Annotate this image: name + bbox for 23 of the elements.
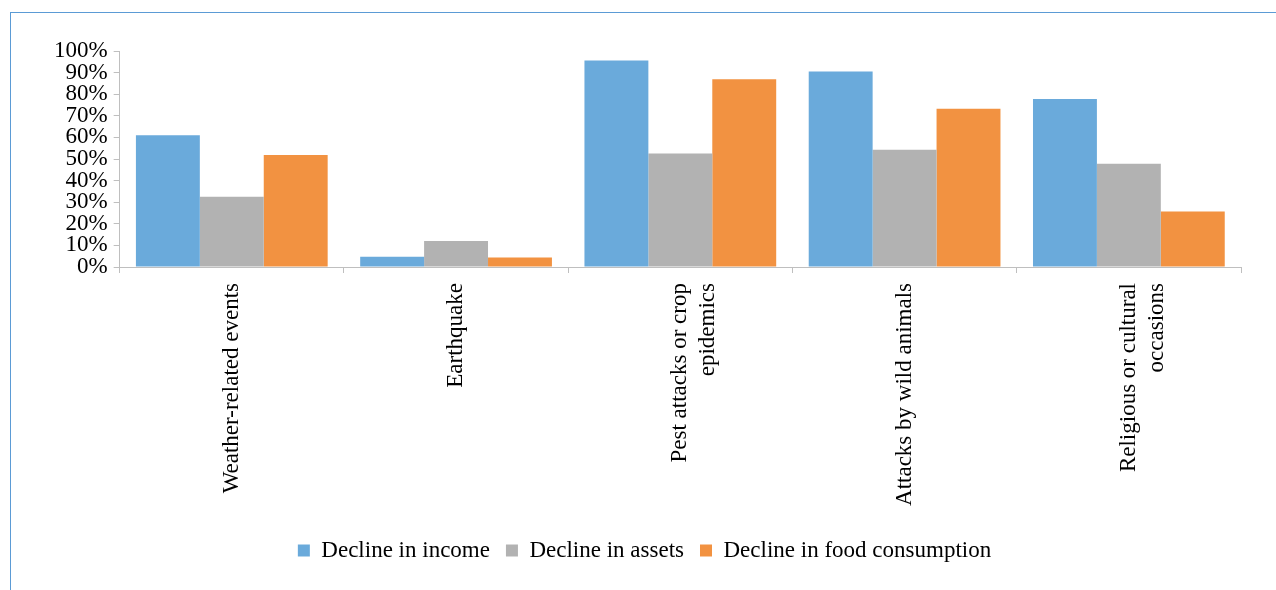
legend-label: Decline in income [321, 536, 490, 562]
legend-label: Decline in assets [529, 536, 685, 562]
bar [712, 79, 777, 267]
bar [1160, 211, 1225, 267]
bar [648, 153, 713, 267]
bar [808, 71, 873, 267]
bar [488, 257, 552, 267]
bar [199, 196, 264, 267]
bar [1032, 98, 1097, 267]
bar [936, 108, 1001, 267]
bar [872, 149, 937, 267]
bar [424, 241, 489, 267]
bar [135, 135, 200, 267]
legend-label: Decline in food consumption [723, 536, 992, 562]
x-tick-label: Attacks by wild animals [890, 282, 916, 506]
x-tick-label: Religious or cultural occasions [1114, 282, 1168, 473]
bar [1096, 163, 1161, 267]
x-tick-label: Weather-related events [217, 282, 243, 494]
bar [360, 256, 425, 267]
bar [263, 155, 328, 267]
bar [584, 60, 649, 267]
x-tick-label: Pest attacks or crop epidemics [666, 282, 719, 463]
x-tick-label: Earthquake [442, 283, 468, 388]
